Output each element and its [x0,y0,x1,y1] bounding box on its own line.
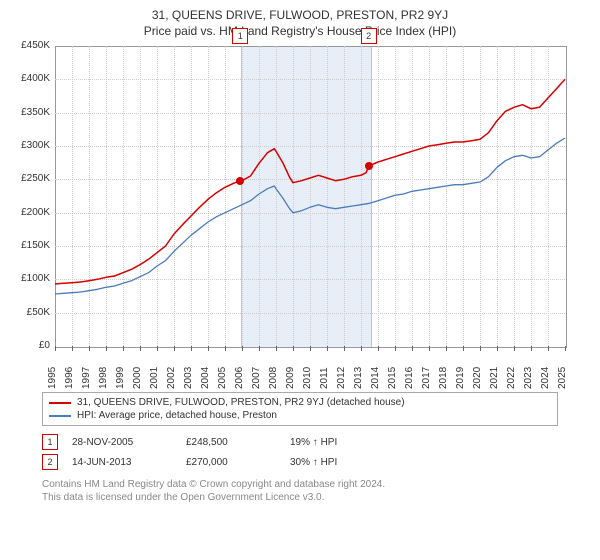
x-axis-label: 2014 [370,367,381,389]
x-axis-label: 2001 [149,367,160,389]
x-axis-label: 2009 [285,367,296,389]
x-axis-label: 2022 [506,367,517,389]
x-axis-label: 2015 [387,367,398,389]
x-axis-label: 2012 [336,367,347,389]
x-axis-label: 2019 [455,367,466,389]
x-axis-label: 2008 [268,367,279,389]
sale-row-1: 1 28-NOV-2005 £248,500 19% ↑ HPI [42,432,558,452]
legend-label: 31, QUEENS DRIVE, FULWOOD, PRESTON, PR2 … [77,397,405,408]
x-axis-label: 2018 [438,367,449,389]
sale-row-2: 2 14-JUN-2013 £270,000 30% ↑ HPI [42,452,558,472]
legend: 31, QUEENS DRIVE, FULWOOD, PRESTON, PR2 … [42,392,558,426]
x-axis-label: 2024 [540,367,551,389]
sale-marker-1: 1 [232,28,248,44]
address-title: 31, QUEENS DRIVE, FULWOOD, PRESTON, PR2 … [0,8,600,22]
sales-table: 1 28-NOV-2005 £248,500 19% ↑ HPI 2 14-JUN-201… [42,432,558,472]
x-axis-label: 1999 [115,367,126,389]
sale-price: £270,000 [186,457,276,468]
x-axis-label: 1996 [64,367,75,389]
footer-attribution: Contains HM Land Registry data © Crown c… [42,478,558,504]
x-axis-label: 1997 [81,367,92,389]
footer-line-2: This data is licensed under the Open Gov… [42,491,558,504]
x-axis-label: 2002 [166,367,177,389]
x-axis-label: 2023 [523,367,534,389]
x-axis-label: 2025 [557,367,568,389]
x-axis-label: 2005 [217,367,228,389]
chart-header: 31, QUEENS DRIVE, FULWOOD, PRESTON, PR2 … [0,0,600,38]
x-axis-label: 2006 [234,367,245,389]
sale-pct: 30% ↑ HPI [290,457,380,468]
sale-dot-2 [365,162,373,170]
sale-dot-1 [236,177,244,185]
x-axis-label: 2021 [489,367,500,389]
x-axis-label: 1998 [98,367,109,389]
sale-pct: 19% ↑ HPI [290,437,380,448]
sale-row-marker: 2 [42,454,58,470]
series-price_paid [55,79,565,284]
x-axis-label: 2020 [472,367,483,389]
sale-row-marker: 1 [42,434,58,450]
x-axis-label: 2010 [302,367,313,389]
x-axis-label: 2000 [132,367,143,389]
x-axis-label: 2017 [421,367,432,389]
legend-label: HPI: Average price, detached house, Pres… [77,410,277,421]
series-hpi [55,138,565,294]
x-axis-label: 2013 [353,367,364,389]
chart-area: £0£50K£100K£150K£200K£250K£300K£350K£400… [10,46,590,386]
x-axis-label: 1995 [47,367,58,389]
sale-marker-2: 2 [361,28,377,44]
sale-date: 28-NOV-2005 [72,437,172,448]
x-axis-label: 2011 [319,367,330,389]
subtitle: Price paid vs. HM Land Registry's House … [0,24,600,38]
sale-date: 14-JUN-2013 [72,457,172,468]
x-axis-label: 2003 [183,367,194,389]
legend-row: HPI: Average price, detached house, Pres… [49,409,551,422]
legend-swatch [49,402,71,404]
sale-price: £248,500 [186,437,276,448]
footer-line-1: Contains HM Land Registry data © Crown c… [42,478,558,491]
series-svg [10,46,567,348]
x-axis-label: 2016 [404,367,415,389]
legend-swatch [49,415,71,417]
legend-row: 31, QUEENS DRIVE, FULWOOD, PRESTON, PR2 … [49,396,551,409]
x-axis-label: 2007 [251,367,262,389]
x-axis-label: 2004 [200,367,211,389]
